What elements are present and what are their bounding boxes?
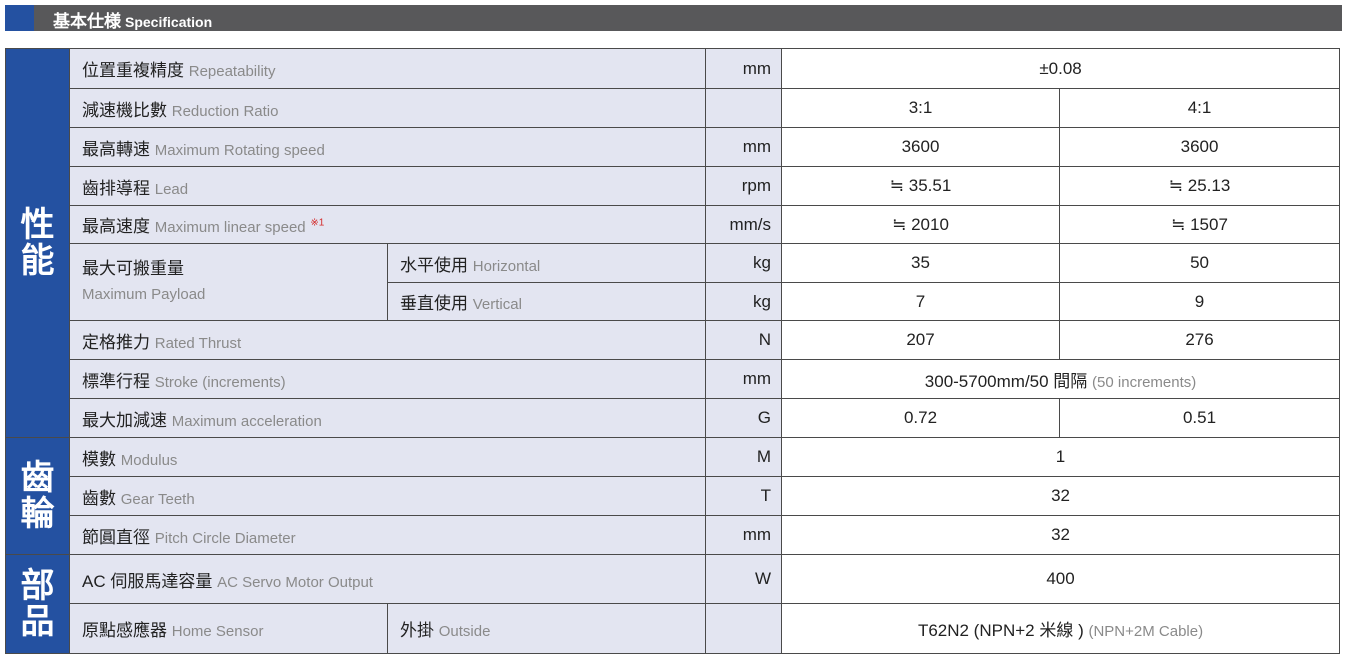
value-a: 35	[781, 243, 1061, 283]
row-ratio: 減速機比數 Reduction Ratio 3:1 4:1	[6, 88, 1341, 128]
value: 400	[781, 554, 1341, 604]
unit: kg	[705, 243, 783, 283]
row-rotating-speed: 最高轉速 Maximum Rotating speed mm 3600 3600	[6, 127, 1341, 167]
header-accent-block	[5, 5, 34, 31]
value: 32	[781, 515, 1341, 555]
row-acceleration: 最大加減速 Maximum acceleration G 0.72 0.51	[6, 398, 1341, 438]
value-b: 3600	[1059, 127, 1341, 167]
category-gear: 齒輪	[5, 437, 70, 555]
value-b: ≒ 1507	[1059, 205, 1341, 244]
row-payload-horizontal: 最大可搬重量 Maximum Payload 水平使用 Horizontal kg…	[6, 243, 1341, 321]
row-repeatability: 性能 位置重複精度 Repeatability mm ±0.08	[5, 48, 1341, 438]
sublabel: 水平使用 Horizontal	[386, 243, 707, 283]
value: 300-5700mm/50 間隔 (50 increments)	[781, 359, 1341, 399]
label: 減速機比數 Reduction Ratio	[68, 88, 707, 128]
unit: mm	[705, 515, 783, 555]
label: 齒排導程 Lead	[68, 166, 707, 206]
label: 標準行程 Stroke (increments)	[68, 359, 707, 399]
value-a: ≒ 35.51	[781, 166, 1061, 206]
row-gear-teeth: 齒數 Gear Teeth T 32	[6, 476, 1341, 516]
unit: T	[705, 476, 783, 516]
value-a: 0.72	[781, 398, 1061, 438]
unit: W	[705, 554, 783, 604]
value-a: 3600	[781, 127, 1061, 167]
value: T62N2 (NPN+2 米線 ) (NPN+2M Cable)	[781, 603, 1341, 654]
label: 原點感應器 Home Sensor	[69, 603, 388, 654]
section-header: 基本仕様 Specification	[5, 5, 1342, 31]
section-title: 基本仕様 Specification	[53, 7, 212, 32]
row-modulus: 齒輪 模數 Modulus M 1	[5, 437, 1341, 555]
label-payload: 最大可搬重量 Maximum Payload	[69, 243, 388, 321]
row-pitch-circle: 節圓直徑 Pitch Circle Diameter mm 32	[6, 515, 1341, 555]
value-b: 276	[1059, 320, 1341, 360]
unit	[705, 603, 783, 654]
category-performance: 性能	[5, 48, 70, 438]
spec-table: 性能 位置重複精度 Repeatability mm ±0.08 減速機比數 R…	[5, 48, 1341, 654]
row-stroke: 標準行程 Stroke (increments) mm 300-5700mm/5…	[6, 359, 1341, 399]
unit: mm	[705, 359, 783, 399]
label: AC 伺服馬達容量 AC Servo Motor Output	[68, 554, 707, 604]
value-b: 9	[1059, 282, 1341, 321]
row-payload-vertical: 垂直使用 Vertical kg 7 9	[6, 282, 1341, 321]
label: 模數 Modulus	[68, 437, 707, 477]
unit	[705, 88, 783, 128]
sublabel: 垂直使用 Vertical	[386, 282, 707, 321]
unit: mm	[705, 127, 783, 167]
row-thrust: 定格推力 Rated Thrust N 207 276	[6, 320, 1341, 360]
unit: kg	[705, 282, 783, 321]
value-a: ≒ 2010	[781, 205, 1061, 244]
value-b: ≒ 25.13	[1059, 166, 1341, 206]
value-b: 0.51	[1059, 398, 1341, 438]
label: 最高轉速 Maximum Rotating speed	[68, 127, 707, 167]
title-zh: 基本仕様	[53, 12, 121, 31]
label: 最大加減速 Maximum acceleration	[68, 398, 707, 438]
unit: G	[705, 398, 783, 438]
value-a: 3:1	[781, 88, 1061, 128]
unit: mm/s	[705, 205, 783, 244]
value-b: 50	[1059, 243, 1341, 283]
footnote-marker: ※1	[310, 217, 325, 229]
unit: rpm	[705, 166, 783, 206]
unit: mm	[705, 48, 783, 89]
title-en: Specification	[125, 14, 213, 30]
unit: N	[705, 320, 783, 360]
row-motor: 部品 AC 伺服馬達容量 AC Servo Motor Output W 400	[5, 554, 1341, 654]
label: 齒數 Gear Teeth	[68, 476, 707, 516]
unit: M	[705, 437, 783, 477]
label: 定格推力 Rated Thrust	[68, 320, 707, 360]
row-home-sensor: 原點感應器 Home Sensor 外掛 Outside T62N2 (NPN+…	[6, 603, 1341, 654]
row-linear-speed: 最高速度 Maximum linear speed ※1 mm/s ≒ 2010…	[6, 205, 1341, 244]
value: ±0.08	[781, 48, 1341, 89]
sublabel: 外掛 Outside	[386, 603, 707, 654]
label: 位置重複精度 Repeatability	[68, 48, 707, 89]
value-a: 207	[781, 320, 1061, 360]
value: 32	[781, 476, 1341, 516]
value-a: 7	[781, 282, 1061, 321]
value: 1	[781, 437, 1341, 477]
label: 最高速度 Maximum linear speed ※1	[68, 205, 707, 244]
value-b: 4:1	[1059, 88, 1341, 128]
row-lead: 齒排導程 Lead rpm ≒ 35.51 ≒ 25.13	[6, 166, 1341, 206]
label: 節圓直徑 Pitch Circle Diameter	[68, 515, 707, 555]
category-parts: 部品	[5, 554, 70, 654]
